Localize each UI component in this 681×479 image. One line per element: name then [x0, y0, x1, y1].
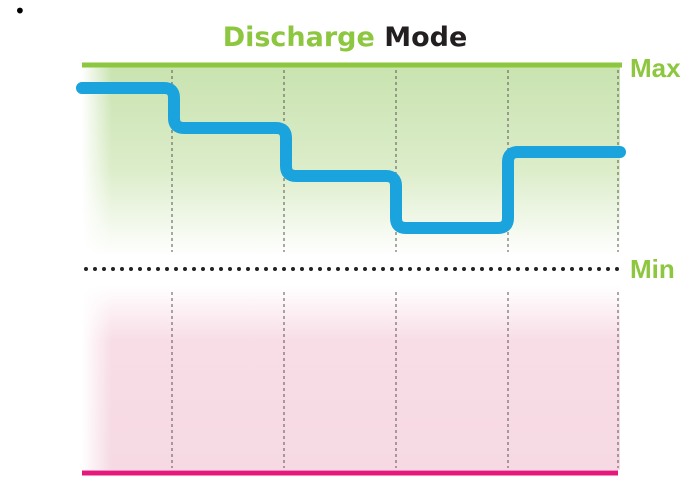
max-label: Max — [630, 53, 681, 83]
title-rest: Mode — [384, 22, 467, 53]
bullet: • — [14, 0, 26, 23]
discharge-zone — [82, 286, 620, 470]
level-line — [76, 82, 626, 234]
title: Discharge Mode — [223, 22, 468, 53]
min-label: Min — [630, 254, 675, 284]
title-highlight: Discharge — [223, 22, 375, 53]
charge-zone — [82, 66, 620, 256]
